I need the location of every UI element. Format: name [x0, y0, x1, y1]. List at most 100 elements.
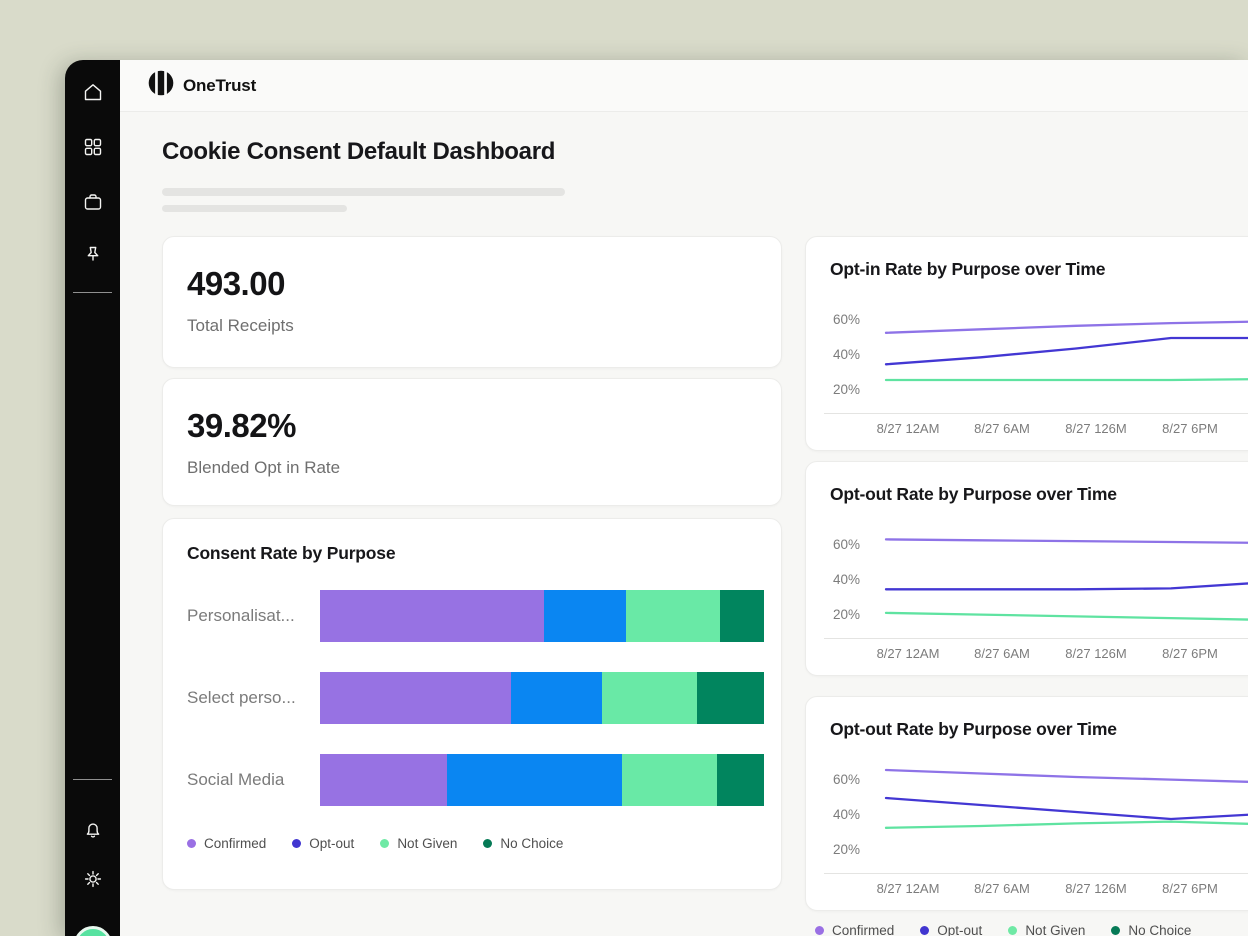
legend-item[interactable]: No Choice: [483, 836, 563, 851]
bar-segment-no-choice[interactable]: [697, 672, 764, 724]
sidebar-item-apps[interactable]: [78, 134, 108, 164]
legend-item[interactable]: Opt-out: [920, 923, 982, 936]
bar-row: Social Media: [187, 754, 764, 806]
left-column: 493.00 Total Receipts 39.82% Blended Opt…: [162, 236, 782, 890]
legend-label: No Choice: [1128, 923, 1192, 936]
legend-dot: [187, 839, 196, 848]
x-axis-tick: 8/27 12AM: [876, 421, 940, 436]
line-charts-legend: Confirmed Opt-out Not Given No Choice: [815, 923, 1248, 936]
bar-segment-opt-out[interactable]: [544, 590, 627, 642]
sidebar-item-projects[interactable]: [78, 189, 108, 219]
series-line-not-given: [884, 820, 1248, 829]
bar-segment-confirmed[interactable]: [320, 672, 511, 724]
bar-segment-no-choice[interactable]: [719, 590, 764, 642]
sidebar-divider-bottom: [73, 779, 112, 780]
bar-row: Select perso...: [187, 672, 764, 724]
series-line-opt-out: [884, 582, 1248, 591]
legend-item[interactable]: Not Given: [380, 836, 457, 851]
skeleton-bar-2: [162, 205, 347, 212]
y-axis-tick: 40%: [833, 347, 861, 362]
series-line-not-given: [884, 611, 1248, 621]
x-axis-line: [824, 638, 1248, 639]
legend-item[interactable]: Confirmed: [815, 923, 894, 936]
legend-item[interactable]: No Choice: [1111, 923, 1191, 936]
stacked-bar: [320, 754, 764, 806]
bar-segment-opt-out[interactable]: [510, 672, 602, 724]
series-line-opt-out: [884, 336, 1248, 366]
y-axis-tick: 20%: [833, 842, 861, 857]
onetrust-logo-icon: [148, 69, 174, 101]
sidebar-item-notifications[interactable]: [78, 816, 108, 846]
legend-label: Confirmed: [204, 836, 267, 851]
x-axis-tick: 8/27 12AM: [876, 881, 940, 896]
legend-dot: [292, 839, 302, 848]
bar-row-label: Select perso...: [187, 688, 296, 707]
x-axis-tick: 8/27 6AM: [974, 421, 1030, 436]
legend-label: Confirmed: [832, 923, 895, 936]
sidebar-divider-top: [73, 292, 112, 293]
apps-grid-icon: [82, 136, 104, 163]
legend-item[interactable]: Confirmed: [187, 836, 266, 851]
bar-segment-not-given[interactable]: [626, 590, 720, 642]
x-axis-tick: 8/27 126M: [1065, 646, 1127, 661]
line-chart-plot: [884, 538, 1248, 621]
chart-title: Opt-in Rate by Purpose over Time: [830, 259, 1106, 279]
chart-title: Opt-out Rate by Purpose over Time: [830, 484, 1117, 504]
x-axis-tick: 8/27 6PM: [1162, 421, 1218, 436]
stat-value: 39.82%: [187, 407, 296, 444]
legend-label: Not Given: [1025, 923, 1086, 936]
x-axis-tick: 8/27 126M: [1065, 881, 1127, 896]
bar-chart-legend: Confirmed Opt-out Not Given No Choice: [187, 836, 764, 851]
x-axis-tick: 8/27 12AM: [876, 646, 940, 661]
sidebar-item-settings[interactable]: [78, 866, 108, 896]
stacked-bar: [320, 590, 764, 642]
legend-dot: [1008, 926, 1018, 935]
legend-dot: [1111, 926, 1121, 935]
sidebar-item-pinned[interactable]: [78, 242, 108, 272]
x-axis-tick: 8/27 6PM: [1162, 881, 1218, 896]
bell-icon: [82, 818, 104, 845]
page-title: Cookie Consent Default Dashboard: [162, 138, 556, 165]
stacked-bar: [320, 672, 764, 724]
bar-segment-not-given[interactable]: [621, 754, 718, 806]
line-chart-plot: [884, 320, 1248, 382]
chart-title: Opt-out Rate by Purpose over Time: [830, 719, 1117, 739]
gear-icon: [82, 868, 104, 895]
bar-segment-opt-out[interactable]: [446, 754, 622, 806]
bar-segment-not-given[interactable]: [601, 672, 698, 724]
sidebar: [65, 60, 120, 936]
brand: OneTrust: [148, 69, 257, 101]
legend-label: Opt-out: [937, 923, 983, 936]
bar-row: Personalisat...: [187, 590, 764, 642]
legend-dot: [483, 839, 493, 848]
user-avatar[interactable]: [73, 926, 112, 936]
brand-name: OneTrust: [183, 75, 257, 95]
chart-title: Consent Rate by Purpose: [187, 543, 396, 563]
bar-rows: Personalisat... Select perso... Social Med…: [187, 590, 764, 806]
opt-out-rate-chart-card-1: Opt-out Rate by Purpose over Time 60% 40%…: [805, 461, 1248, 676]
x-axis-tick: 8/27 6AM: [974, 646, 1030, 661]
stat-card-blended-opt-in: 39.82% Blended Opt in Rate: [162, 378, 782, 506]
bar-segment-confirmed[interactable]: [320, 590, 545, 642]
opt-in-rate-chart-card: Opt-in Rate by Purpose over Time 60% 40% 2…: [805, 236, 1248, 451]
legend-dot: [380, 839, 390, 848]
y-axis-tick: 40%: [833, 807, 861, 822]
bar-row-label: Personalisat...: [187, 606, 295, 625]
series-line-confirmed: [884, 538, 1248, 544]
y-axis-tick: 20%: [833, 607, 861, 622]
legend-dot: [815, 926, 824, 935]
bar-segment-no-choice[interactable]: [717, 754, 764, 806]
stat-label: Blended Opt in Rate: [187, 458, 341, 477]
y-axis-tick: 60%: [833, 312, 861, 327]
pin-icon: [82, 244, 104, 271]
legend-item[interactable]: Opt-out: [292, 836, 354, 851]
bar-segment-confirmed[interactable]: [320, 754, 447, 806]
line-chart-plot: [884, 768, 1248, 829]
main-area: OneTrust Cookie Consent Default Dashboar…: [120, 60, 1248, 936]
x-axis-line: [824, 413, 1248, 414]
legend-label: Not Given: [397, 836, 458, 851]
stat-value: 493.00: [187, 265, 285, 302]
sidebar-item-home[interactable]: [78, 79, 108, 109]
app-header: OneTrust: [120, 60, 1248, 112]
legend-item[interactable]: Not Given: [1008, 923, 1085, 936]
